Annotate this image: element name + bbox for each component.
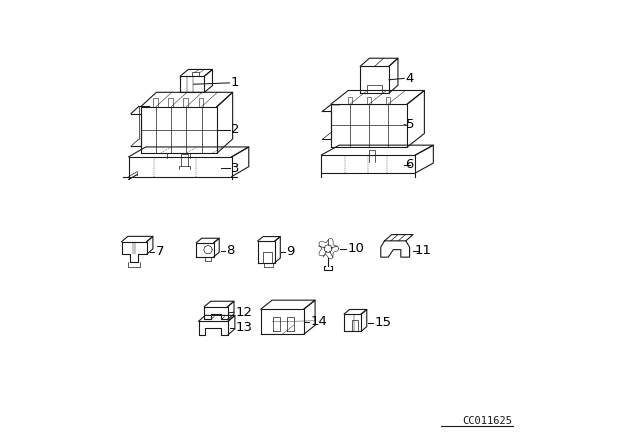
Text: 8: 8	[227, 244, 235, 258]
Text: 15: 15	[374, 316, 391, 329]
Text: CC011625: CC011625	[463, 416, 513, 426]
Text: 13: 13	[236, 321, 252, 335]
Text: 2: 2	[231, 123, 239, 137]
Text: 12: 12	[236, 306, 252, 319]
Text: 1: 1	[231, 76, 239, 90]
Text: 5: 5	[406, 118, 414, 131]
Text: 3: 3	[231, 161, 239, 175]
Text: 10: 10	[348, 242, 364, 255]
Text: 6: 6	[406, 158, 414, 172]
Text: 9: 9	[287, 245, 295, 258]
Text: 4: 4	[406, 72, 414, 85]
Text: 11: 11	[415, 244, 431, 258]
Text: 14: 14	[310, 315, 327, 328]
Text: 7: 7	[156, 245, 164, 258]
